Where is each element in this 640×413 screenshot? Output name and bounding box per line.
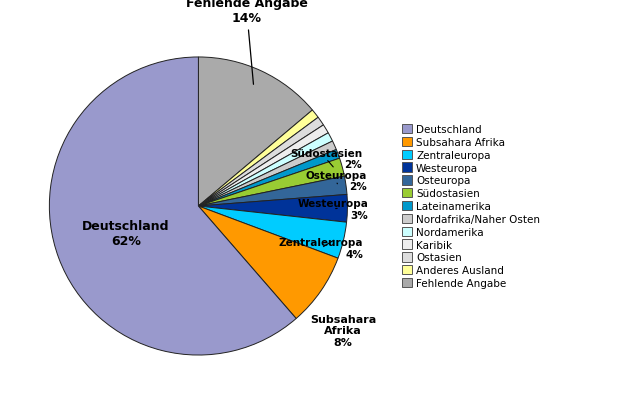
Legend: Deutschland, Subsahara Afrika, Zentraleuropa, Westeuropa, Osteuropa, Südostasien: Deutschland, Subsahara Afrika, Zentraleu… <box>397 121 544 292</box>
Text: Zentraleuropa
4%: Zentraleuropa 4% <box>279 237 364 259</box>
Text: Osteuropa
2%: Osteuropa 2% <box>305 171 367 192</box>
Text: Südostasien
2%: Südostasien 2% <box>290 148 362 170</box>
Wedge shape <box>198 58 312 206</box>
Wedge shape <box>198 133 333 206</box>
Wedge shape <box>198 159 344 206</box>
Wedge shape <box>198 150 340 206</box>
Wedge shape <box>198 126 328 206</box>
Wedge shape <box>198 142 336 206</box>
Wedge shape <box>49 58 296 355</box>
Wedge shape <box>198 206 338 319</box>
Wedge shape <box>198 118 323 206</box>
Wedge shape <box>198 195 348 223</box>
Text: Subsahara
Afrika
8%: Subsahara Afrika 8% <box>310 314 376 347</box>
Wedge shape <box>198 111 318 206</box>
Text: Deutschland
62%: Deutschland 62% <box>82 220 170 247</box>
Wedge shape <box>198 177 347 206</box>
Text: Westeuropa
3%: Westeuropa 3% <box>298 199 368 220</box>
Text: Fehlende Angabe
14%: Fehlende Angabe 14% <box>186 0 308 85</box>
Wedge shape <box>198 206 346 259</box>
